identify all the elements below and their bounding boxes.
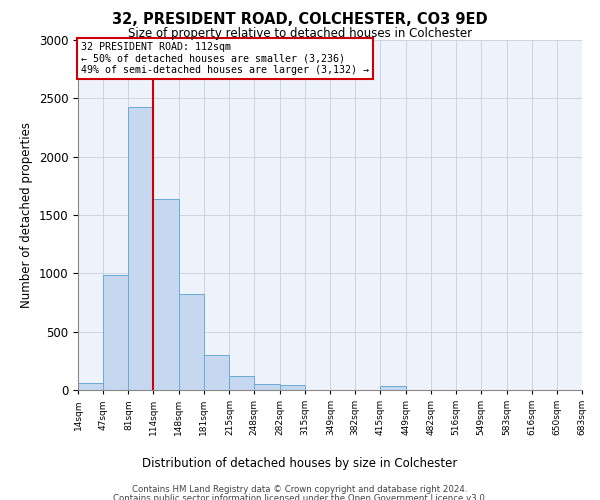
Text: Contains public sector information licensed under the Open Government Licence v3: Contains public sector information licen… <box>113 494 487 500</box>
Bar <box>380 386 406 390</box>
Text: Distribution of detached houses by size in Colchester: Distribution of detached houses by size … <box>142 458 458 470</box>
Bar <box>254 384 280 390</box>
Bar <box>280 385 305 390</box>
Bar <box>154 198 179 390</box>
Bar <box>204 355 229 390</box>
Bar <box>128 106 154 390</box>
Y-axis label: Number of detached properties: Number of detached properties <box>20 122 33 308</box>
Bar <box>179 294 204 390</box>
Text: Size of property relative to detached houses in Colchester: Size of property relative to detached ho… <box>128 28 472 40</box>
Bar <box>103 274 128 390</box>
Text: 32 PRESIDENT ROAD: 112sqm
← 50% of detached houses are smaller (3,236)
49% of se: 32 PRESIDENT ROAD: 112sqm ← 50% of detac… <box>80 42 368 75</box>
Bar <box>229 376 254 390</box>
Bar <box>78 383 103 390</box>
Text: 32, PRESIDENT ROAD, COLCHESTER, CO3 9ED: 32, PRESIDENT ROAD, COLCHESTER, CO3 9ED <box>112 12 488 28</box>
Text: Contains HM Land Registry data © Crown copyright and database right 2024.: Contains HM Land Registry data © Crown c… <box>132 485 468 494</box>
